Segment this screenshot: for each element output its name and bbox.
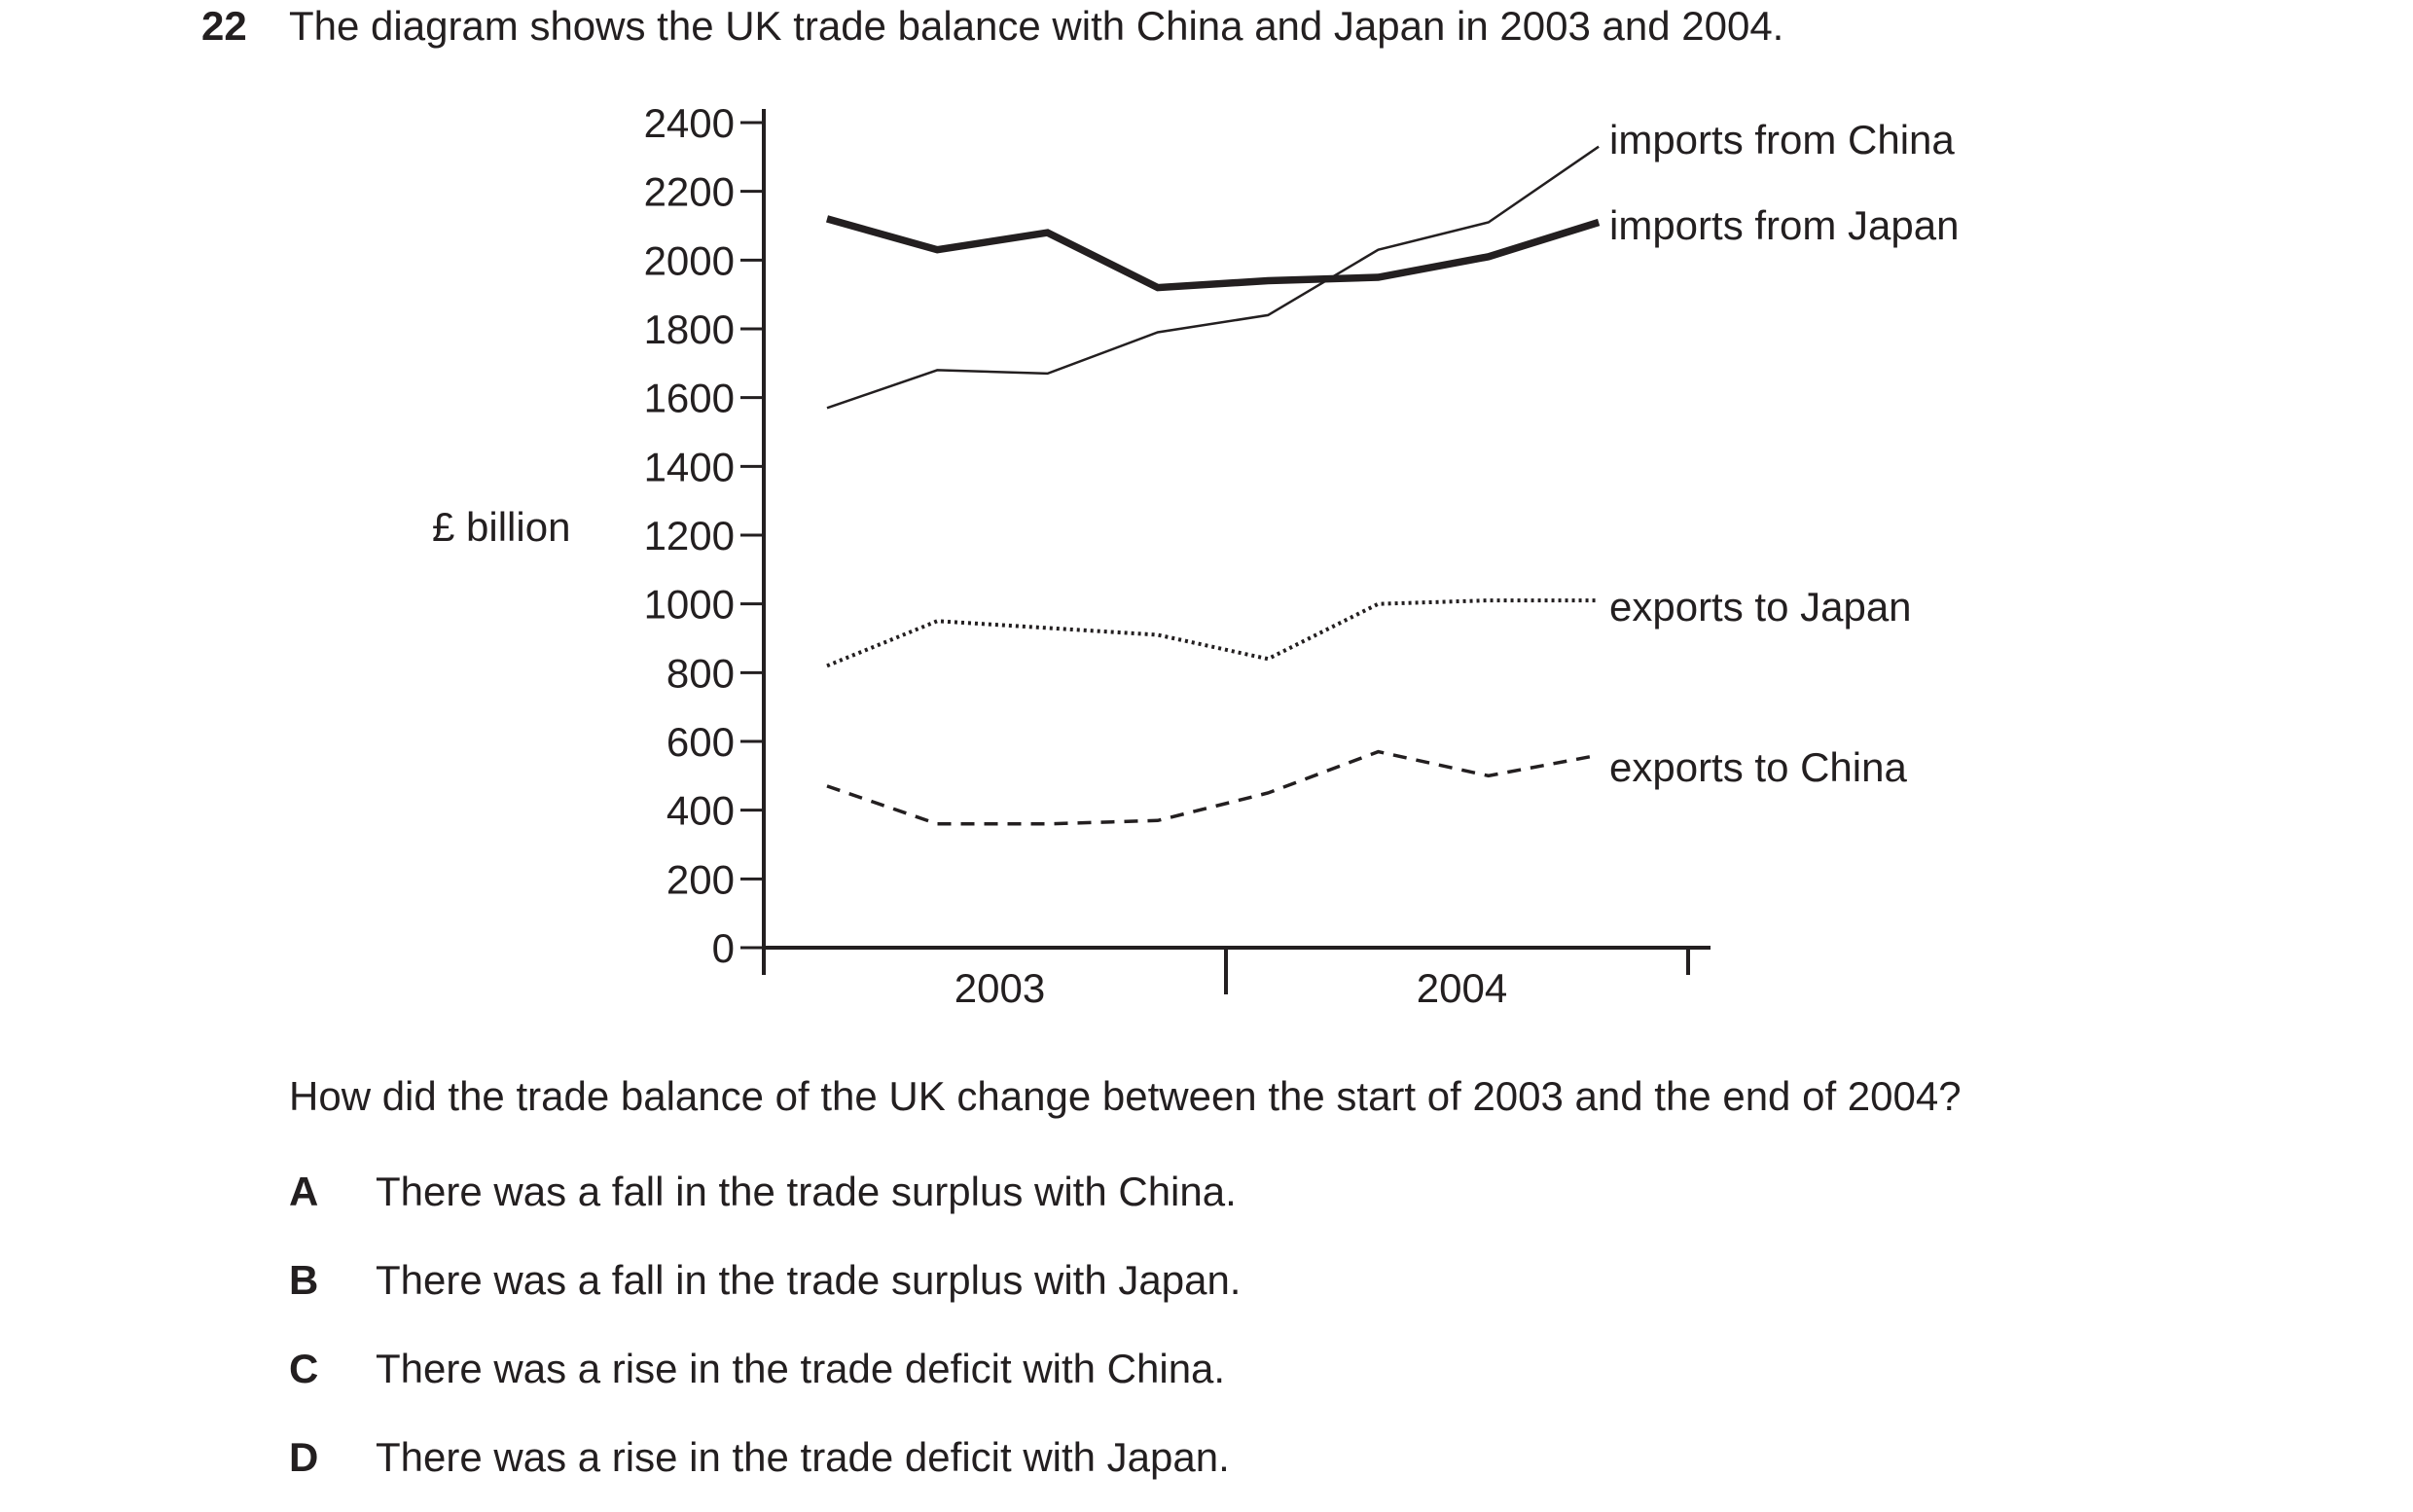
option-letter: B	[289, 1257, 319, 1303]
axes: 0 200 400 600 800 1000 1200 1400 1600 1800 2000 220…	[432, 100, 1711, 1011]
y-tick-label: 1000	[644, 582, 735, 628]
y-tick-label: 1200	[644, 513, 735, 558]
option-text: There was a fall in the trade surplus wi…	[376, 1257, 1242, 1303]
series-label: imports from China	[1609, 117, 1955, 162]
y-tick-label: 2200	[644, 169, 735, 215]
y-tick-label: 800	[666, 650, 735, 696]
series-labels: imports from China imports from Japan expo…	[1609, 117, 1959, 790]
series-line-imports-from-Japan	[825, 215, 1601, 292]
series-line-imports-from-China	[826, 145, 1600, 410]
option-text: There was a fall in the trade surplus wi…	[376, 1169, 1237, 1214]
series-label: imports from Japan	[1609, 202, 1959, 248]
y-axis-label: £ billion	[432, 504, 570, 550]
y-tick-label: 2000	[644, 237, 735, 283]
x-group-label: 2003	[954, 965, 1045, 1011]
option-text: There was a rise in the trade deficit wi…	[376, 1346, 1226, 1391]
option-text: There was a rise in the trade deficit wi…	[376, 1434, 1230, 1480]
y-tick-label: 400	[666, 788, 735, 834]
y-tick-label: 1600	[644, 376, 735, 421]
y-tick-label: 600	[666, 719, 735, 765]
y-tick-label: 2400	[644, 100, 735, 146]
question-prompt: How did the trade balance of the UK chan…	[289, 1073, 1962, 1119]
series-label: exports to China	[1609, 744, 1907, 790]
series-line-exports-to-Japan	[826, 598, 1600, 668]
y-tick-label: 200	[666, 856, 735, 902]
option-letter: C	[289, 1346, 319, 1391]
option-letter: D	[289, 1434, 319, 1480]
question-stem: The diagram shows the UK trade balance w…	[289, 3, 1784, 49]
y-tick-label: 1800	[644, 306, 735, 352]
y-tick-label: 0	[712, 925, 735, 971]
series-line-exports-to-China	[826, 749, 1600, 826]
option-letter: A	[289, 1169, 319, 1214]
question-number: 22	[201, 3, 247, 49]
series-lines	[825, 145, 1601, 826]
y-tick-label: 1400	[644, 444, 735, 489]
x-group-label: 2004	[1417, 965, 1507, 1011]
series-label: exports to Japan	[1609, 584, 1912, 630]
